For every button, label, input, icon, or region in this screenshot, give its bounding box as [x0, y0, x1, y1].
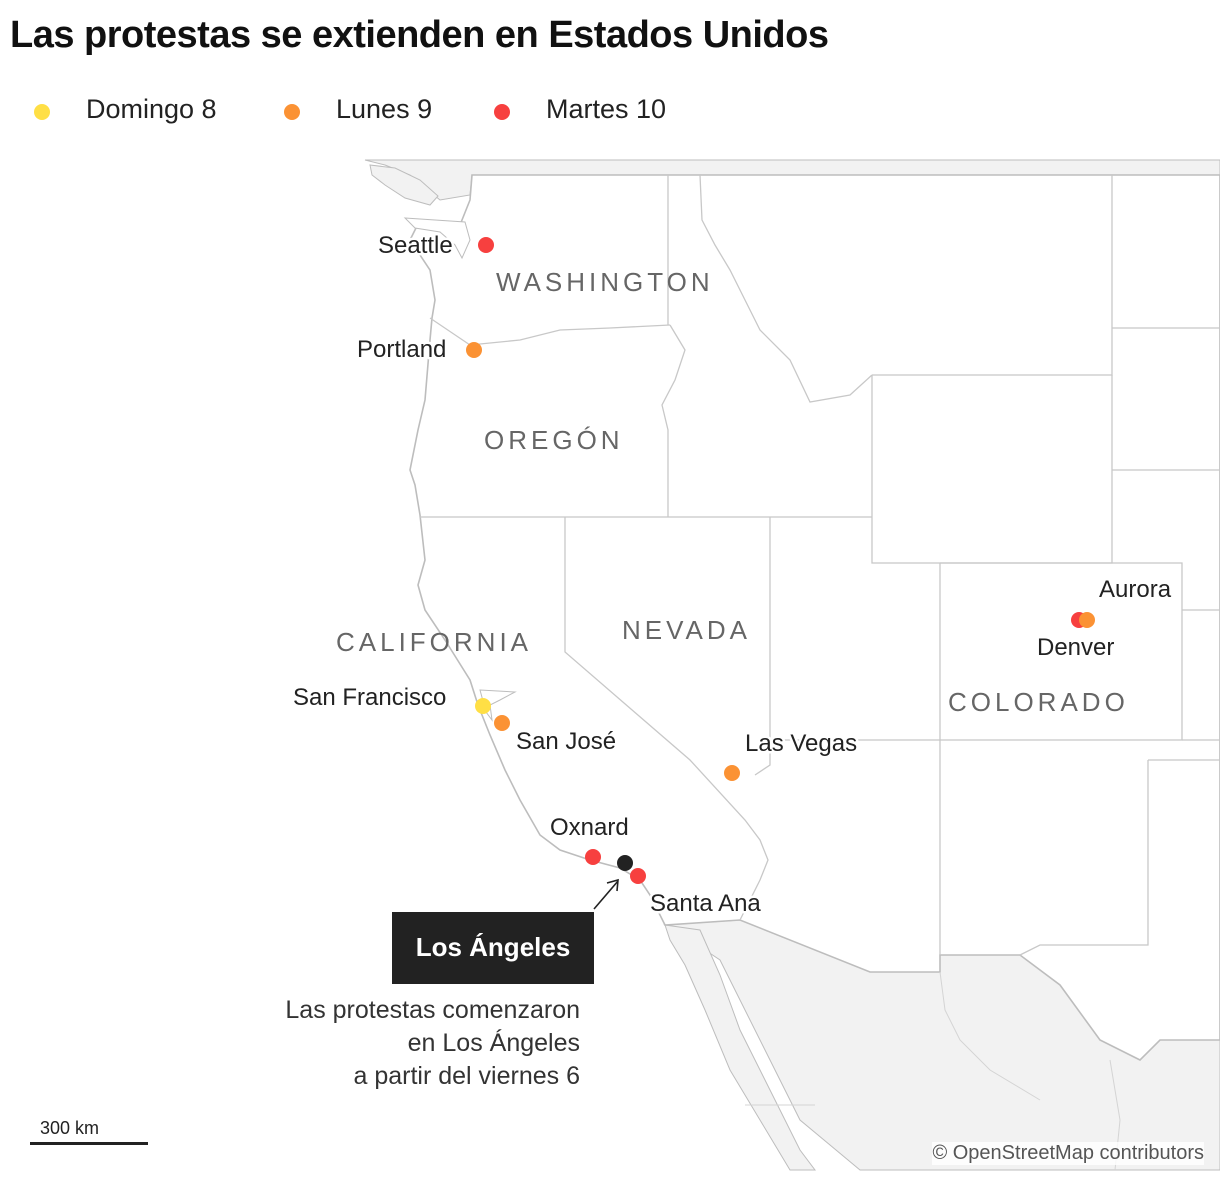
- city-dot-san-francisco: [475, 698, 491, 714]
- state-label-oregon: OREGÓN: [484, 425, 624, 455]
- state-label-washington: WASHINGTON: [496, 267, 714, 297]
- state-label-california: CALIFORNIA: [336, 627, 532, 657]
- city-label-san-francisco: San Francisco: [293, 684, 446, 711]
- us-land: [409, 174, 1220, 1061]
- city-label-las-vegas: Las Vegas: [745, 730, 857, 757]
- scale-label: 300 km: [40, 1118, 100, 1138]
- city-dot-oxnard: [585, 849, 601, 865]
- page-title: Las protestas se extienden en Estados Un…: [10, 14, 829, 56]
- legend-dot-sunday: [34, 104, 50, 120]
- puget-sound: [403, 217, 471, 260]
- city-dot-aurora: [1079, 612, 1095, 628]
- state-borders: [420, 174, 1220, 956]
- city-dot-los-angeles: [617, 855, 633, 871]
- state-label-colorado: COLORADO: [948, 687, 1129, 717]
- legend-label-monday: Lunes 9: [336, 94, 433, 124]
- city-dot-portland: [466, 342, 482, 358]
- vancouver-island: [369, 164, 439, 206]
- los-angeles-arrow: [593, 878, 619, 910]
- city-dot-seattle: [478, 237, 494, 253]
- legend-dot-tuesday: [494, 104, 510, 120]
- los-angeles-note-line-1: Las protestas comenzaron: [285, 996, 580, 1024]
- los-angeles-note-line-2: en Los Ángeles: [407, 1029, 580, 1057]
- legend-label-sunday: Domingo 8: [86, 94, 217, 124]
- legend-dot-monday: [284, 104, 300, 120]
- city-dot-las-vegas: [724, 765, 740, 781]
- city-label-portland: Portland: [357, 336, 446, 363]
- state-label-nevada: NEVADA: [622, 615, 751, 645]
- city-label-oxnard: Oxnard: [550, 814, 629, 841]
- los-angeles-label-box: Los Ángeles: [392, 912, 594, 984]
- map-credit: © OpenStreetMap contributors: [932, 1142, 1204, 1165]
- los-angeles-label: Los Ángeles: [415, 932, 571, 962]
- city-dot-santa-ana: [630, 868, 646, 884]
- city-label-san-jose: San José: [516, 728, 616, 755]
- city-label-denver: Denver: [1037, 634, 1114, 661]
- scale-line: [30, 1142, 148, 1145]
- los-angeles-note: Las protestas comenzaron en Los Ángeles …: [285, 994, 580, 1093]
- city-label-seattle: Seattle: [378, 232, 453, 259]
- city-label-aurora: Aurora: [1099, 576, 1172, 603]
- baja-california: [664, 924, 816, 1171]
- los-angeles-note-line-3: a partir del viernes 6: [353, 1062, 580, 1090]
- city-label-santa-ana: Santa Ana: [650, 890, 761, 917]
- legend-label-tuesday: Martes 10: [546, 94, 667, 124]
- city-dot-san-jose: [494, 715, 510, 731]
